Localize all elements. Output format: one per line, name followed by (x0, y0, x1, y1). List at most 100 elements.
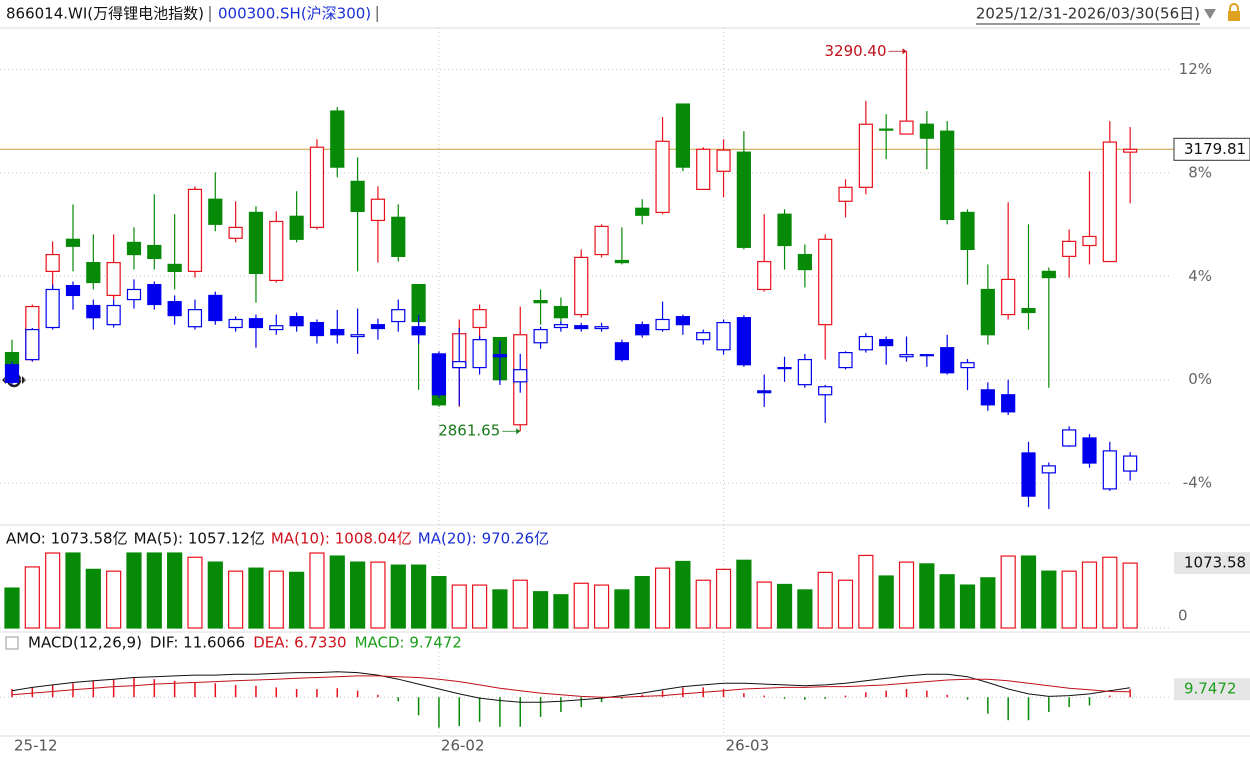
y-tick-label: 4% (1188, 267, 1212, 285)
macd-legend: MACD: 9.7472 (355, 634, 462, 652)
candle-body (106, 261, 121, 297)
lock-shackle[interactable] (1229, 3, 1239, 11)
volume-bar (85, 568, 101, 629)
candle-body (797, 253, 812, 271)
candle-body (879, 128, 894, 131)
volume-bar (797, 589, 813, 629)
volume-bar (370, 561, 386, 629)
candle-body (228, 318, 243, 329)
macd-line (11, 675, 1131, 698)
candle-body (1001, 278, 1016, 316)
last-price-tag (1173, 137, 1250, 161)
candle-body (391, 309, 406, 323)
candle-body (513, 369, 528, 383)
candle-body (45, 253, 60, 272)
candle-body (533, 328, 548, 344)
volume-bar (1061, 570, 1077, 629)
candle-body (370, 324, 386, 330)
volume-bar (817, 571, 833, 629)
candle-body (208, 198, 223, 225)
candle-body (553, 305, 569, 319)
volume-bar (553, 594, 569, 629)
candle-body (635, 324, 650, 336)
candle-body (25, 328, 40, 361)
candle-body (574, 256, 589, 316)
candle-body (86, 304, 101, 319)
candle-body (879, 339, 894, 347)
candle-body (289, 316, 304, 327)
candle-body (472, 309, 487, 329)
last-price-value: 3179.81 (1184, 140, 1246, 158)
legend-entry: 866014.WI(万得锂电池指数) (6, 5, 204, 23)
candle-body (635, 207, 650, 216)
volume-bar (268, 570, 284, 629)
volume-bar (126, 552, 142, 629)
volume-bar (411, 564, 427, 629)
volume-bar (614, 589, 630, 629)
candle-body (248, 318, 264, 329)
volume-bar (1102, 556, 1118, 629)
y-tick-label: 0% (1188, 370, 1212, 388)
volume-legend: MA(5): 1057.12亿 (134, 530, 265, 548)
candle-body (594, 326, 609, 330)
macd-legend: MACD(12,26,9) (28, 634, 142, 652)
candle-body (696, 332, 711, 341)
y-tick-label: 8% (1188, 163, 1212, 181)
candle-body (309, 321, 325, 337)
candle-body (1021, 308, 1036, 314)
candle-body (858, 335, 873, 351)
candle-body (980, 389, 995, 406)
lock-body[interactable] (1228, 11, 1240, 21)
candle-body (228, 226, 243, 239)
volume-bar (1020, 555, 1037, 629)
candle-body (289, 215, 304, 240)
candle-body (757, 390, 772, 394)
candle-body (899, 354, 914, 358)
volume-bar (980, 577, 996, 629)
candle-body (472, 339, 487, 369)
volume-bar (24, 566, 40, 629)
volume-bar (919, 563, 935, 629)
candle-body (330, 110, 345, 168)
volume-bar (939, 574, 955, 629)
candle-body (574, 325, 589, 330)
candle-body (45, 288, 60, 329)
candle-body (777, 366, 792, 370)
volume-bar (207, 561, 223, 629)
volume-bar (959, 584, 976, 629)
volume-bar (106, 570, 122, 629)
legend-entry: 000300.SH(沪深300) (218, 5, 371, 23)
volume-bar (146, 552, 162, 629)
candle-body (1102, 450, 1117, 490)
x-tick-label: 25-12 (14, 737, 58, 755)
volume-bar (65, 552, 81, 629)
candle-body (1082, 437, 1097, 464)
extreme-label: 2861.65 (438, 422, 500, 440)
help-icon[interactable] (5, 636, 19, 650)
extreme-arrow (902, 48, 907, 55)
candle-body (452, 361, 467, 369)
volume-bar (736, 559, 752, 629)
volume-bar (1041, 570, 1057, 629)
extreme-arrow (516, 428, 521, 435)
range-dropdown[interactable] (1204, 9, 1216, 19)
macd-tag-value: 9.7472 (1184, 680, 1237, 698)
candle-body (614, 259, 630, 264)
candle-body (1102, 141, 1117, 263)
candle-body (269, 220, 284, 282)
candle-body (330, 328, 345, 336)
volume-bar (1000, 555, 1016, 629)
volume-bar (248, 567, 264, 629)
volume-tag (1174, 552, 1250, 575)
volume-bar (654, 567, 671, 629)
candle-body (777, 213, 792, 247)
candle-body (411, 326, 426, 336)
volume-bar (187, 556, 203, 629)
lock-icon[interactable] (1228, 3, 1240, 21)
candle-body (147, 244, 162, 260)
x-tick-label: 26-03 (726, 737, 770, 755)
y-tick-label: 12% (1179, 60, 1212, 78)
candle-body (980, 288, 995, 336)
volume-legend: MA(10): 1008.04亿 (271, 530, 412, 548)
candle-body (1041, 465, 1056, 474)
